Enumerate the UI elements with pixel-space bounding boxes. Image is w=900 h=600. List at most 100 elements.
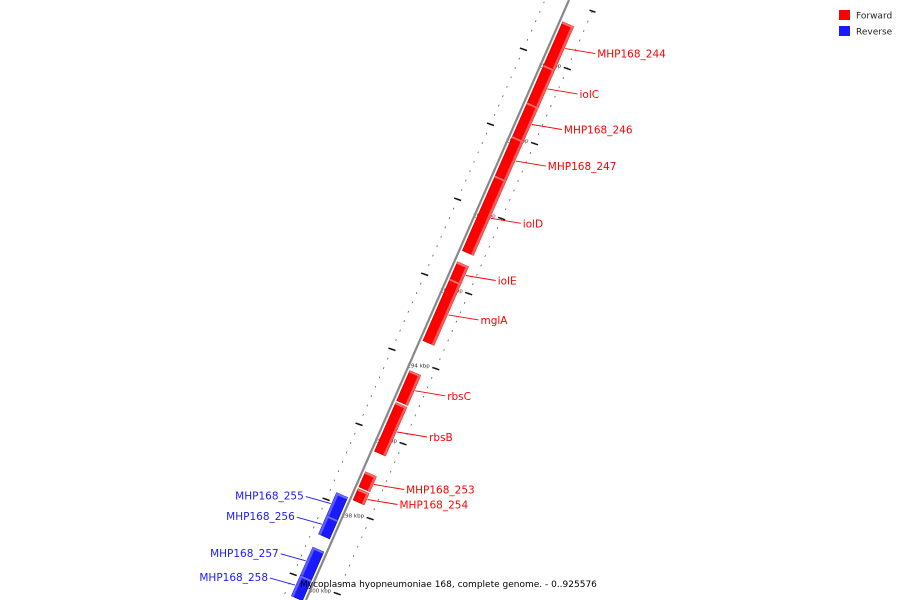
- gene-cap: [449, 278, 462, 286]
- gene-iolD[interactable]: [462, 175, 507, 256]
- gene-highlight: [552, 25, 574, 70]
- minor-tick: [514, 67, 516, 70]
- minor-tick: [463, 301, 466, 304]
- gene-leader-line: [490, 217, 521, 224]
- legend-swatch-reverse: [839, 26, 850, 36]
- tick-label: 300 kbp: [309, 589, 332, 595]
- gene-MHP168_257[interactable]: [300, 546, 325, 581]
- minor-tick: [526, 38, 529, 41]
- gene-highlight: [383, 406, 407, 456]
- gene-cap: [511, 136, 524, 143]
- minor-tick: [452, 207, 455, 210]
- gene-label-rbsC[interactable]: rbsC: [447, 391, 471, 403]
- minor-tick: [493, 113, 496, 116]
- minor-tick: [370, 395, 373, 398]
- gene-mglA[interactable]: [422, 278, 462, 346]
- gene-cap: [299, 575, 312, 582]
- gene-leader-line: [280, 553, 306, 562]
- minor-tick: [517, 180, 519, 183]
- gene-cap: [357, 488, 370, 496]
- minor-tick: [546, 114, 548, 117]
- major-tick: [333, 591, 341, 596]
- minor-tick: [550, 105, 552, 108]
- minor-tick: [345, 451, 348, 454]
- gene-label-MHP168_257[interactable]: MHP168_257: [210, 548, 279, 560]
- minor-tick: [304, 545, 307, 548]
- gene-MHP168_256[interactable]: [318, 514, 339, 540]
- gene-cap: [395, 402, 407, 410]
- gene-label-MHP168_253[interactable]: MHP168_253: [406, 485, 475, 497]
- legend: Forward Reverse: [839, 10, 893, 38]
- gene-features: [291, 21, 575, 600]
- minor-tick: [541, 123, 544, 126]
- minor-tick: [344, 573, 347, 576]
- gene-MHP168_244[interactable]: [543, 21, 575, 71]
- gene-label-MHP168_246[interactable]: MHP168_246: [564, 125, 633, 137]
- minor-tick: [385, 480, 388, 483]
- gene-highlight: [361, 492, 370, 505]
- minor-tick: [554, 95, 556, 98]
- minor-tick: [426, 386, 429, 389]
- gene-label-MHP168_244[interactable]: MHP168_244: [597, 49, 666, 61]
- gene-label-iolD[interactable]: iolD: [523, 218, 543, 230]
- gene-leader-line: [367, 499, 398, 505]
- major-tick: [355, 422, 363, 427]
- minor-tick: [341, 460, 344, 463]
- minor-tick: [418, 405, 421, 408]
- gene-label-mglA[interactable]: mglA: [481, 315, 509, 327]
- gene-label-MHP168_256[interactable]: MHP168_256: [226, 511, 295, 523]
- gene-label-MHP168_247[interactable]: MHP168_247: [548, 161, 617, 173]
- gene-label-rbsB[interactable]: rbsB: [429, 432, 453, 444]
- gene-MHP168_246[interactable]: [512, 102, 539, 142]
- gene-label-MHP168_255[interactable]: MHP168_255: [235, 491, 304, 503]
- minor-tick: [496, 226, 499, 229]
- gene-MHP168_258[interactable]: [291, 574, 312, 600]
- minor-tick: [398, 451, 400, 454]
- gene-body[interactable]: [462, 175, 507, 256]
- minor-tick: [403, 320, 405, 323]
- gene-rbsB[interactable]: [374, 402, 408, 457]
- minor-tick: [337, 470, 340, 473]
- gene-label-iolE[interactable]: iolE: [498, 276, 517, 288]
- minor-tick: [518, 57, 520, 60]
- major-tick: [464, 291, 473, 296]
- minor-tick: [374, 385, 377, 388]
- minor-tick: [578, 39, 581, 42]
- gene-label-iolC[interactable]: iolC: [580, 89, 600, 101]
- minor-tick: [411, 301, 414, 304]
- major-tick: [322, 497, 330, 502]
- minor-tick: [488, 245, 490, 248]
- minor-tick: [439, 358, 441, 361]
- gene-body[interactable]: [374, 402, 408, 457]
- gene-cap: [561, 21, 574, 29]
- gene-cap: [494, 175, 507, 183]
- gene-MHP168_255[interactable]: [326, 492, 348, 521]
- minor-tick: [381, 489, 384, 492]
- gene-leader-line: [296, 516, 322, 525]
- gene-MHP168_254[interactable]: [352, 488, 370, 506]
- minor-tick: [366, 404, 368, 407]
- gene-rbsC[interactable]: [396, 370, 422, 406]
- minor-tick: [361, 536, 363, 539]
- minor-tick: [333, 479, 336, 482]
- map-caption: Mycoplasma hyopneumoniae 168, complete g…: [300, 580, 597, 590]
- minor-tick: [477, 151, 479, 154]
- minor-tick: [543, 1, 545, 4]
- minor-tick: [529, 151, 532, 154]
- minor-tick: [350, 442, 352, 445]
- gene-highlight: [536, 68, 555, 108]
- minor-tick: [502, 95, 504, 98]
- gene-leader-line: [465, 275, 496, 281]
- gene-label-MHP168_254[interactable]: MHP168_254: [400, 500, 469, 512]
- major-tick: [530, 141, 539, 146]
- gene-MHP168_247[interactable]: [494, 135, 524, 181]
- gene-MHP168_253[interactable]: [358, 471, 377, 492]
- minor-tick: [461, 188, 463, 191]
- minor-tick: [387, 357, 389, 360]
- minor-tick: [447, 339, 449, 342]
- gene-label-MHP168_258[interactable]: MHP168_258: [199, 572, 268, 584]
- minor-tick: [362, 413, 364, 416]
- gene-highlight: [458, 265, 469, 284]
- minor-tick: [348, 564, 351, 567]
